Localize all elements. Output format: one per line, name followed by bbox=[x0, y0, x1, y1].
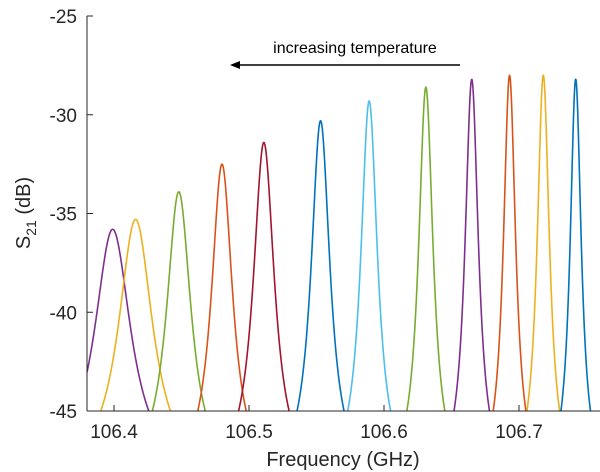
annotation-text: increasing temperature bbox=[273, 40, 437, 57]
resonance-curve-2 bbox=[99, 218, 172, 411]
resonance-curve-3 bbox=[151, 191, 207, 411]
x-tick-label: 106.4 bbox=[90, 422, 138, 443]
ticks: 106.4 106.5 106.6 106.7 -45 -40 -35 -30 -25 bbox=[50, 7, 543, 443]
x-tick-label: 106.6 bbox=[360, 422, 408, 443]
resonance-curve-12 bbox=[560, 78, 592, 411]
series-layer bbox=[87, 74, 592, 411]
resonance-curve-8 bbox=[406, 86, 446, 411]
temperature-annotation: increasing temperature bbox=[230, 40, 460, 69]
resonance-curve-5 bbox=[237, 141, 290, 411]
plot-area bbox=[87, 16, 600, 411]
y-tick-label: -40 bbox=[50, 303, 77, 324]
resonance-curve-9 bbox=[453, 78, 491, 411]
x-tick-label: 106.7 bbox=[495, 422, 543, 443]
resonance-curve-10 bbox=[492, 74, 527, 411]
resonance-curve-7 bbox=[346, 100, 392, 411]
y-axis-title-base: S bbox=[13, 236, 35, 249]
resonance-curve-6 bbox=[296, 119, 345, 411]
y-axis-title: S21 (dB) bbox=[13, 177, 39, 249]
y-tick-label: -30 bbox=[50, 106, 77, 127]
resonance-curve-11 bbox=[526, 74, 561, 411]
x-axis-title: Frequency (GHz) bbox=[266, 449, 419, 471]
x-tick-label: 106.5 bbox=[225, 422, 273, 443]
y-tick-label: -45 bbox=[50, 402, 77, 423]
resonance-curve-4 bbox=[196, 163, 248, 411]
resonance-curve-1 bbox=[87, 228, 150, 411]
y-tick-label: -25 bbox=[50, 7, 77, 28]
y-axis-title-sub: 21 bbox=[23, 220, 39, 236]
y-axis-title-unit: (dB) bbox=[13, 177, 35, 220]
y-tick-label: -35 bbox=[50, 205, 77, 226]
